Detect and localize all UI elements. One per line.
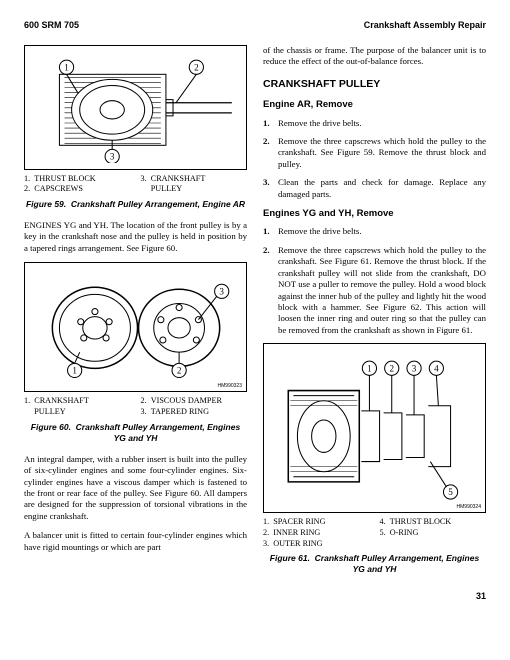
svg-text:2: 2 [194,62,199,72]
legend-item: PULLEY [24,407,131,418]
svg-text:1: 1 [64,62,69,72]
list-item: 1.Remove the drive belts. [263,226,486,237]
body-text: An integral damper, with a rubber insert… [24,454,247,523]
legend-item: 4. THRUST BLOCK [380,517,487,528]
legend-item: PULLEY [141,184,248,195]
svg-text:1: 1 [367,363,372,373]
svg-text:3: 3 [412,363,417,373]
legend-item: 2. CAPSCREWS [24,184,131,195]
image-id: HM990324 [457,504,481,511]
svg-text:3: 3 [110,151,115,161]
svg-text:3: 3 [219,287,224,297]
legend-item: 1. CRANKSHAFT [24,396,131,407]
figure-60-legend: 1. CRANKSHAFT PULLEY 2. VISCOUS DAMPER 3… [24,396,247,417]
legend-item: 1. THRUST BLOCK [24,174,131,185]
figure-61-drawing: 1 2 3 4 5 [268,350,481,508]
legend-item: 5. O-RING [380,528,487,539]
page-number: 31 [24,591,486,603]
body-text: A balancer unit is fitted to certain fou… [24,530,247,553]
figure-60: 1 2 3 HM990323 [24,262,247,392]
figure-61-caption: Figure 61. Crankshaft Pulley Arrangement… [263,553,486,575]
legend-item: 1. SPACER RING [263,517,370,528]
legend-item: 3. CRANKSHAFT [141,174,248,185]
heading-engines-yg-yh: Engines YG and YH, Remove [263,208,486,220]
svg-text:2: 2 [177,366,182,376]
image-id: HM990323 [218,383,242,390]
heading-crankshaft-pulley: CRANKSHAFT PULLEY [263,78,486,92]
legend-item: 2. INNER RING [263,528,370,539]
figure-59: 1 2 3 [24,45,247,170]
svg-text:4: 4 [434,363,439,373]
figure-60-drawing: 1 2 3 [29,269,242,387]
figure-59-legend: 1. THRUST BLOCK 2. CAPSCREWS 3. CRANKSHA… [24,174,247,195]
svg-text:5: 5 [448,487,453,497]
legend-item: 3. TAPERED RING [141,407,248,418]
figure-61: 1 2 3 4 5 HM990324 [263,343,486,513]
list-item: 2.Remove the three capscrews which hold … [263,245,486,336]
heading-engine-ar: Engine AR, Remove [263,99,486,111]
body-text: of the chassis or frame. The purpose of … [263,45,486,68]
svg-text:1: 1 [72,366,77,376]
list-item: 2.Remove the three capscrews which hold … [263,136,486,170]
figure-60-caption: Figure 60. Crankshaft Pulley Arrangement… [24,422,247,444]
figure-61-legend: 1. SPACER RING 2. INNER RING 3. OUTER RI… [263,517,486,549]
body-text: ENGINES YG and YH. The location of the f… [24,220,247,254]
list-item: 3.Clean the parts and check for damage. … [263,177,486,200]
legend-item: 3. OUTER RING [263,539,370,550]
list-item: 1.Remove the drive belts. [263,118,486,129]
legend-item: 2. VISCOUS DAMPER [141,396,248,407]
figure-59-drawing: 1 2 3 [29,52,242,164]
figure-59-caption: Figure 59. Crankshaft Pulley Arrangement… [24,199,247,210]
right-column: of the chassis or frame. The purpose of … [263,45,486,586]
header-left: 600 SRM 705 [24,20,79,32]
svg-text:2: 2 [389,363,394,373]
header-right: Crankshaft Assembly Repair [364,20,486,32]
left-column: 1 2 3 1. THRUST BLOCK 2. CAPSCREWS 3. CR… [24,45,247,586]
